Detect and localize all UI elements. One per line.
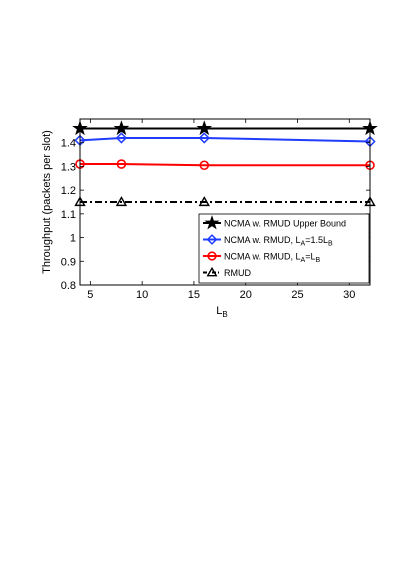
x-axis-label: LB xyxy=(216,305,227,319)
y-axis-label: Throughput (packets per slot) xyxy=(41,130,53,274)
y-tick-label: 0.9 xyxy=(61,256,76,268)
series-line-3 xyxy=(80,163,370,167)
series-line-2 xyxy=(79,136,371,143)
y-tick-label: 1.1 xyxy=(61,209,76,221)
legend-marker-3 xyxy=(207,251,217,261)
legend-label-1: NCMA w. RMUD Upper Bound xyxy=(224,219,346,229)
legend-label-3: NCMA w. RMUD, LA=LB xyxy=(224,252,320,265)
y-tick-label: 1.2 xyxy=(61,185,76,197)
y-tick-label: 1 xyxy=(70,233,76,245)
legend-marker-1 xyxy=(204,215,220,230)
series-4-point-2 xyxy=(115,196,128,207)
series-1-point-3 xyxy=(196,120,213,136)
y-tick-label: 0.8 xyxy=(61,280,76,292)
legend-box xyxy=(198,213,370,284)
axes: 5 10 15 20 25 30 0.8 0.9 1 1.1 1.2 1.3 1.4 LB Throughp… xyxy=(41,118,371,319)
y-tick-label: 1.3 xyxy=(61,161,76,173)
x-tick-label: 30 xyxy=(343,289,355,301)
x-tick-label: 20 xyxy=(240,289,252,301)
x-tick-label: 15 xyxy=(188,289,200,301)
series-3-point-2 xyxy=(116,159,127,169)
series-2-point-3 xyxy=(198,132,210,144)
plot-frame xyxy=(79,118,371,286)
series-3-point-3 xyxy=(199,160,210,171)
legend-label-2: NCMA w. RMUD, LA=1.5LB xyxy=(224,235,333,248)
series-4-point-3 xyxy=(198,196,210,207)
x-tick-label: 25 xyxy=(291,289,303,301)
series-2-point-2 xyxy=(115,132,128,144)
y-tick-label: 1.4 xyxy=(61,138,76,150)
legend-marker-2 xyxy=(206,234,218,245)
legend-label-4: RMUD xyxy=(224,268,251,278)
x-tick-label: 10 xyxy=(136,289,148,301)
x-tick-label: 5 xyxy=(87,289,93,301)
legend-marker-4 xyxy=(206,266,218,277)
legend: NCMA w. RMUD Upper Bound NCMA w. RMUD, LA… xyxy=(198,213,370,284)
series-1-point-2 xyxy=(113,120,130,136)
